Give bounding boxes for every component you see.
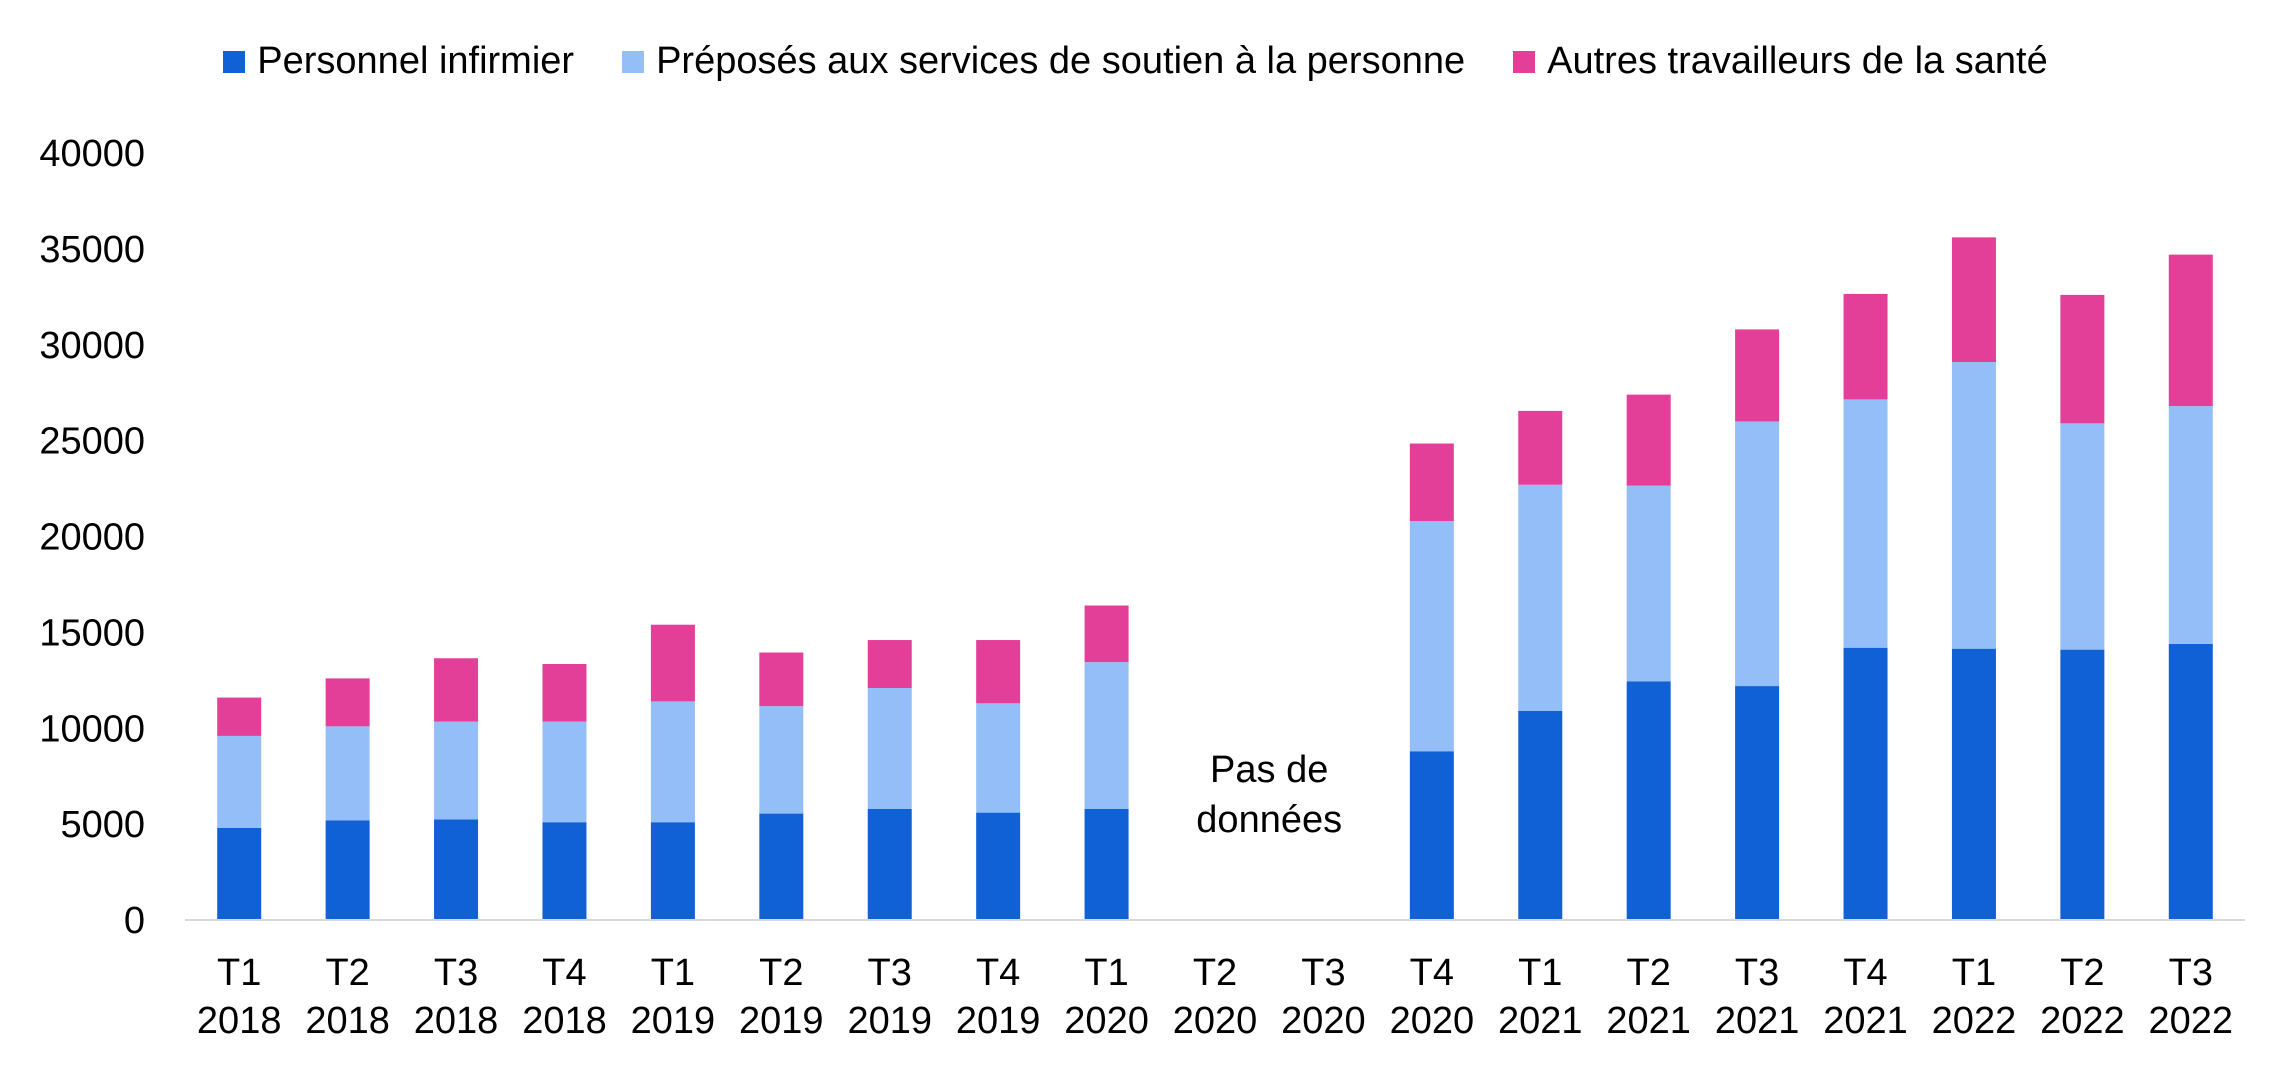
bar-segment-3-t4-2020 — [1409, 443, 1454, 522]
x-tick-label: T1 2019 — [631, 952, 716, 1042]
bar-segment-2-t2-2021 — [1626, 485, 1671, 682]
legend-label-personnel-infirmier: Personnel infirmier — [257, 40, 575, 82]
x-tick-label: T3 2018 — [414, 952, 499, 1042]
legend-swatch-personnel-infirmier — [223, 50, 246, 73]
x-tick-label: T2 2019 — [739, 952, 824, 1042]
x-tick-label: T1 2020 — [1064, 952, 1149, 1042]
bar-segment-2-t4-2021 — [1843, 399, 1888, 648]
bar-segment-2-t1-2020 — [1084, 662, 1129, 809]
bar-segment-2-t3-2018 — [434, 721, 479, 820]
bar-segment-1-t3-2021 — [1735, 686, 1780, 920]
bar-segment-3-t1-2020 — [1084, 605, 1129, 663]
bar-segment-2-t3-2021 — [1735, 421, 1780, 687]
x-tick-label: T2 2022 — [2040, 952, 2125, 1042]
bar-segment-2-t3-2019 — [867, 687, 912, 809]
bar-segment-3-t1-2018 — [217, 697, 262, 736]
bar-segment-1-t4-2019 — [976, 812, 1021, 920]
bar-segment-3-t3-2019 — [867, 640, 912, 688]
legend-item-preposes[interactable]: Préposés aux services de soutien à la pe… — [622, 40, 1465, 83]
no-data-label: Pas de données — [1196, 749, 1342, 841]
bar-segment-2-t4-2019 — [976, 703, 1021, 813]
legend-item-autres[interactable]: Autres travailleurs de la santé — [1513, 40, 2048, 83]
x-tick-label: T3 2021 — [1715, 952, 1800, 1042]
y-tick-label: 40000 — [39, 133, 145, 175]
bar-segment-2-t4-2020 — [1409, 521, 1454, 752]
bar-segment-3-t4-2021 — [1843, 293, 1888, 400]
legend-label-autres: Autres travailleurs de la santé — [1547, 40, 2048, 82]
bar-segment-3-t1-2021 — [1518, 410, 1563, 485]
legend-swatch-autres — [1513, 50, 1536, 73]
no-data-annotation: Pas de données — [1196, 749, 1342, 841]
x-tick-label: T2 2021 — [1606, 952, 1691, 1042]
bar-segment-3-t3-2022 — [2168, 254, 2213, 407]
x-tick-label: T2 2018 — [305, 952, 390, 1042]
bar-segment-2-t2-2019 — [759, 706, 804, 814]
bar-segment-3-t4-2019 — [976, 640, 1021, 704]
y-tick-label: 35000 — [39, 229, 145, 271]
bar-segment-1-t1-2018 — [217, 827, 262, 920]
bar-segment-3-t2-2022 — [2060, 294, 2105, 424]
bar-segment-1-t3-2022 — [2168, 643, 2213, 920]
bar-segment-1-t3-2018 — [434, 819, 479, 920]
chart-legend: Personnel infirmier Préposés aux service… — [0, 40, 2271, 83]
bar-segment-1-t2-2019 — [759, 813, 804, 920]
bar-segment-3-t2-2021 — [1626, 394, 1671, 486]
bar-segment-1-t2-2021 — [1626, 681, 1671, 920]
y-tick-label: 0 — [124, 900, 145, 942]
bar-segment-1-t1-2022 — [1951, 648, 1996, 920]
legend-label-preposes: Préposés aux services de soutien à la pe… — [656, 40, 1466, 82]
bar-segment-2-t2-2022 — [2060, 423, 2105, 650]
bar-segment-2-t1-2018 — [217, 735, 262, 828]
bar-segment-3-t1-2019 — [650, 624, 695, 702]
bar-segment-2-t1-2022 — [1951, 362, 1996, 649]
bar-segment-1-t1-2019 — [650, 822, 695, 920]
bar-segment-3-t4-2018 — [542, 664, 587, 722]
y-tick-label: 30000 — [39, 325, 145, 367]
x-tick-label: T4 2018 — [522, 952, 607, 1042]
bar-segment-1-t2-2018 — [325, 820, 370, 920]
x-tick-label: T4 2020 — [1390, 952, 1475, 1042]
bar-segment-1-t1-2020 — [1084, 808, 1129, 920]
x-tick-label: T4 2019 — [956, 952, 1041, 1042]
legend-item-personnel-infirmier[interactable]: Personnel infirmier — [223, 40, 574, 83]
bar-segment-1-t3-2019 — [867, 808, 912, 920]
bar-segment-1-t2-2022 — [2060, 649, 2105, 920]
bar-segment-3-t2-2019 — [759, 652, 804, 707]
y-tick-label: 20000 — [39, 517, 145, 559]
y-tick-label: 25000 — [39, 421, 145, 463]
x-tick-label: T3 2019 — [847, 952, 932, 1042]
bar-segment-1-t4-2021 — [1843, 647, 1888, 920]
y-tick-label: 15000 — [39, 612, 145, 654]
bar-segment-2-t2-2018 — [325, 726, 370, 821]
x-tick-label: T3 2022 — [2149, 952, 2234, 1042]
bar-segment-2-t1-2021 — [1518, 484, 1563, 711]
x-tick-label: T4 2021 — [1823, 952, 1908, 1042]
legend-swatch-preposes — [622, 50, 645, 73]
bar-segment-3-t1-2022 — [1951, 237, 1996, 363]
y-axis: 0 5000 10000 15000 20000 25000 30000 35000 40000 — [39, 133, 145, 942]
bar-segment-3-t2-2018 — [325, 678, 370, 727]
bar-segment-1-t1-2021 — [1518, 710, 1563, 920]
y-tick-label: 10000 — [39, 708, 145, 750]
bar-segment-1-t4-2018 — [542, 822, 587, 920]
bar-segment-3-t3-2018 — [434, 658, 479, 722]
x-tick-label: T2 2020 — [1173, 952, 1258, 1042]
x-axis: T1 2018 T2 2018 T3 2018 T4 2018 T1 2019 T2 2019 T3 20… — [197, 952, 2233, 1042]
bar-segment-1-t4-2020 — [1409, 751, 1454, 920]
x-tick-label: T1 2018 — [197, 952, 282, 1042]
bars — [217, 237, 2213, 920]
bar-segment-2-t3-2022 — [2168, 406, 2213, 644]
x-tick-label: T3 2020 — [1281, 952, 1366, 1042]
bar-segment-2-t1-2019 — [650, 701, 695, 823]
bar-segment-2-t4-2018 — [542, 721, 587, 823]
x-tick-label: T1 2021 — [1498, 952, 1583, 1042]
x-tick-label: T1 2022 — [1932, 952, 2017, 1042]
y-tick-label: 5000 — [60, 804, 145, 846]
bar-segment-3-t3-2021 — [1735, 329, 1780, 422]
